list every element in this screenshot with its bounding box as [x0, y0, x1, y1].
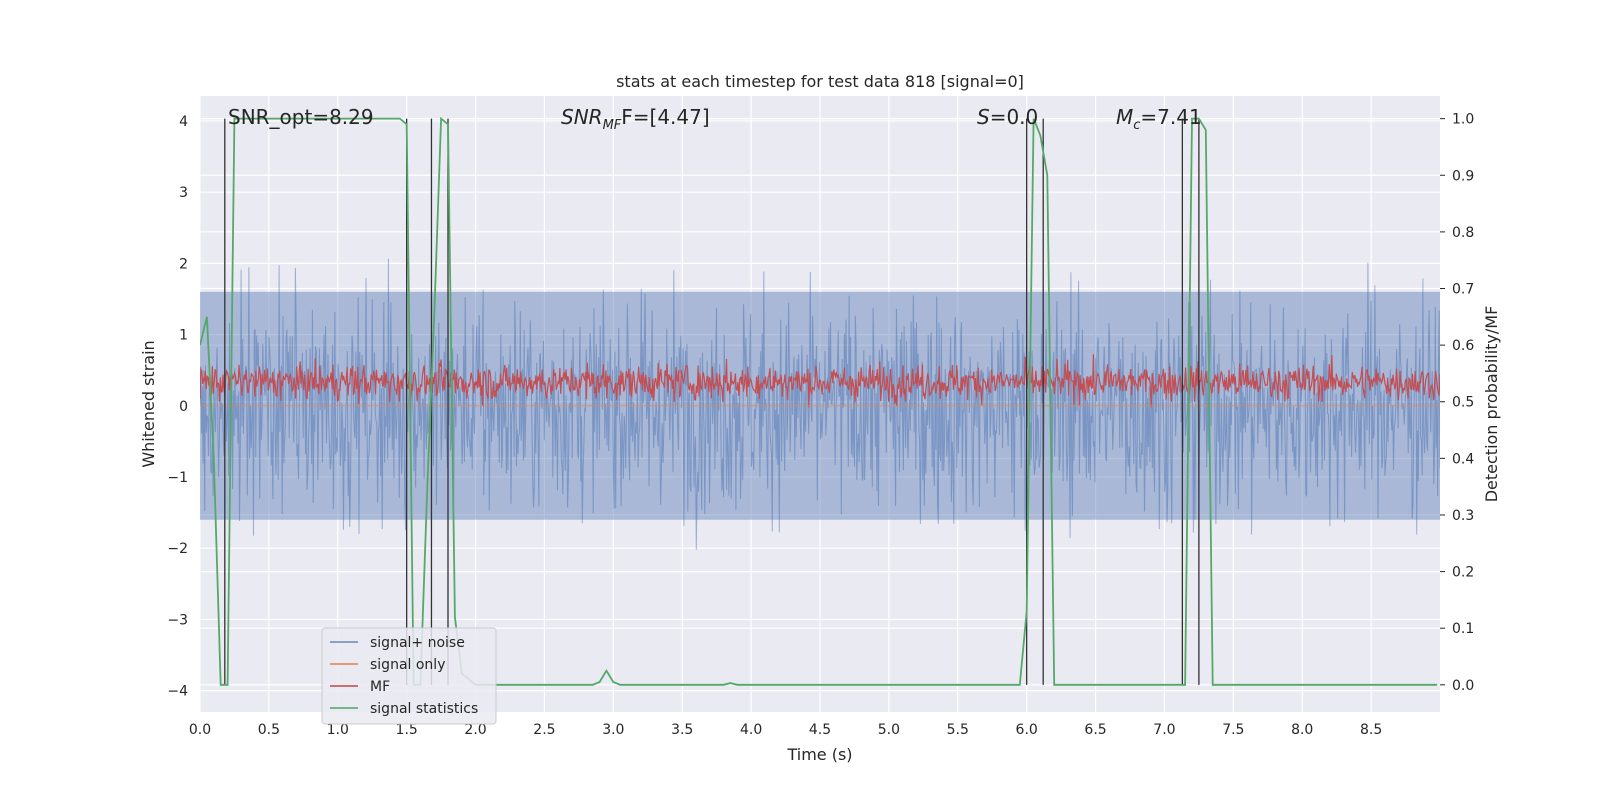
legend-label: signal statistics — [370, 701, 478, 717]
y-tick-label: 4 — [179, 114, 188, 130]
y-right-tick-label: 0.8 — [1452, 225, 1474, 241]
x-tick-label: 0.5 — [258, 722, 280, 738]
y-right-tick-label: 0.3 — [1452, 508, 1474, 524]
annotation-snr-opt: SNR_opt=8.29 — [228, 105, 374, 129]
y-axis-label: Whitened strain — [139, 340, 158, 467]
annotation-mc-rest: =7.41 — [1140, 105, 1201, 129]
x-tick-label: 2.0 — [464, 722, 486, 738]
annotation-mc-sub: c — [1133, 118, 1140, 133]
y-right-tick-label: 0.7 — [1452, 282, 1474, 298]
y-tick-label: 2 — [179, 256, 188, 272]
x-tick-label: 3.5 — [671, 722, 693, 738]
annotation-snr-mf-rest: F=[4.47] — [621, 105, 709, 129]
y-tick-label: 3 — [179, 185, 188, 201]
x-tick-label: 8.5 — [1360, 722, 1382, 738]
y-tick-label: −4 — [167, 684, 188, 700]
y-right-tick-label: 0.0 — [1452, 678, 1474, 694]
x-axis-ticks: 0.0 0.5 1.0 1.5 2.0 2.5 3.0 3.5 4.0 4.5 5.0 5.5 6.0 6… — [189, 722, 1382, 738]
annotation-snr-mf: SNRMFF=[4.47] — [561, 105, 710, 133]
annotation-s-rest: =0.0 — [990, 105, 1039, 129]
legend-box — [321, 627, 497, 725]
x-tick-label: 6.0 — [1016, 722, 1038, 738]
y-right-tick-label: 0.5 — [1452, 395, 1474, 411]
annotation-s-main: S — [977, 105, 990, 129]
annotation-mc: Mc=7.41 — [1116, 105, 1202, 133]
x-tick-label: 6.5 — [1084, 722, 1106, 738]
chart-title: stats at each timestep for test data 818… — [616, 72, 1024, 91]
series-signal-noise — [200, 258, 1440, 550]
legend-label: signal only — [370, 657, 445, 673]
legend-label: signal+ noise — [370, 635, 465, 651]
x-tick-label: 4.5 — [809, 722, 831, 738]
x-tick-label: 0.0 — [189, 722, 211, 738]
x-tick-label: 1.5 — [396, 722, 418, 738]
x-axis-label: Time (s) — [786, 745, 852, 764]
x-tick-label: 3.0 — [602, 722, 624, 738]
annotation-mc-main: M — [1116, 105, 1133, 129]
y-right-tick-label: 0.6 — [1452, 338, 1474, 354]
x-tick-label: 4.0 — [740, 722, 762, 738]
annotation-s: S=0.0 — [977, 105, 1038, 129]
annotation-snr-mf-sub: MF — [603, 118, 622, 133]
y-axis-ticks: 4 3 2 1 0 −1 −2 −3 −4 — [167, 114, 188, 700]
y-right-tick-label: 0.1 — [1452, 621, 1474, 637]
y-right-tick-label: 0.2 — [1452, 565, 1474, 581]
legend-label: MF — [370, 679, 390, 695]
x-tick-label: 8.0 — [1291, 722, 1313, 738]
y-tick-label: 0 — [179, 399, 188, 415]
y-axis-right-label: Detection probability/MF — [1482, 306, 1501, 503]
y-tick-label: −3 — [167, 612, 188, 628]
legend: signal+ noise signal only MF signal statist… — [321, 627, 497, 725]
y-tick-label: −2 — [167, 541, 188, 557]
x-tick-label: 7.0 — [1153, 722, 1175, 738]
x-tick-label: 7.5 — [1222, 722, 1244, 738]
y-right-tick-label: 0.9 — [1452, 168, 1474, 184]
x-tick-label: 2.5 — [533, 722, 555, 738]
y-tick-label: −1 — [167, 470, 188, 486]
x-tick-label: 5.0 — [878, 722, 900, 738]
y-right-tick-label: 0.4 — [1452, 451, 1474, 467]
annotation-snr-mf-main: SNR — [561, 105, 603, 129]
y-right-tick-label: 1.0 — [1452, 112, 1474, 128]
x-tick-label: 1.0 — [327, 722, 349, 738]
y-axis-right-ticks: 1.0 0.9 0.8 0.7 0.6 0.5 0.4 0.3 0.2 0.1 0.0 — [1440, 112, 1474, 694]
y-tick-label: 1 — [179, 328, 188, 344]
x-tick-label: 5.5 — [947, 722, 969, 738]
